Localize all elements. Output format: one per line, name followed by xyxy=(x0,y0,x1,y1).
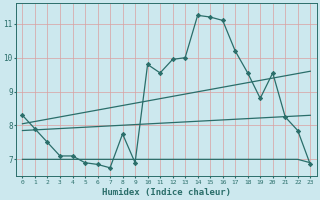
X-axis label: Humidex (Indice chaleur): Humidex (Indice chaleur) xyxy=(102,188,231,197)
